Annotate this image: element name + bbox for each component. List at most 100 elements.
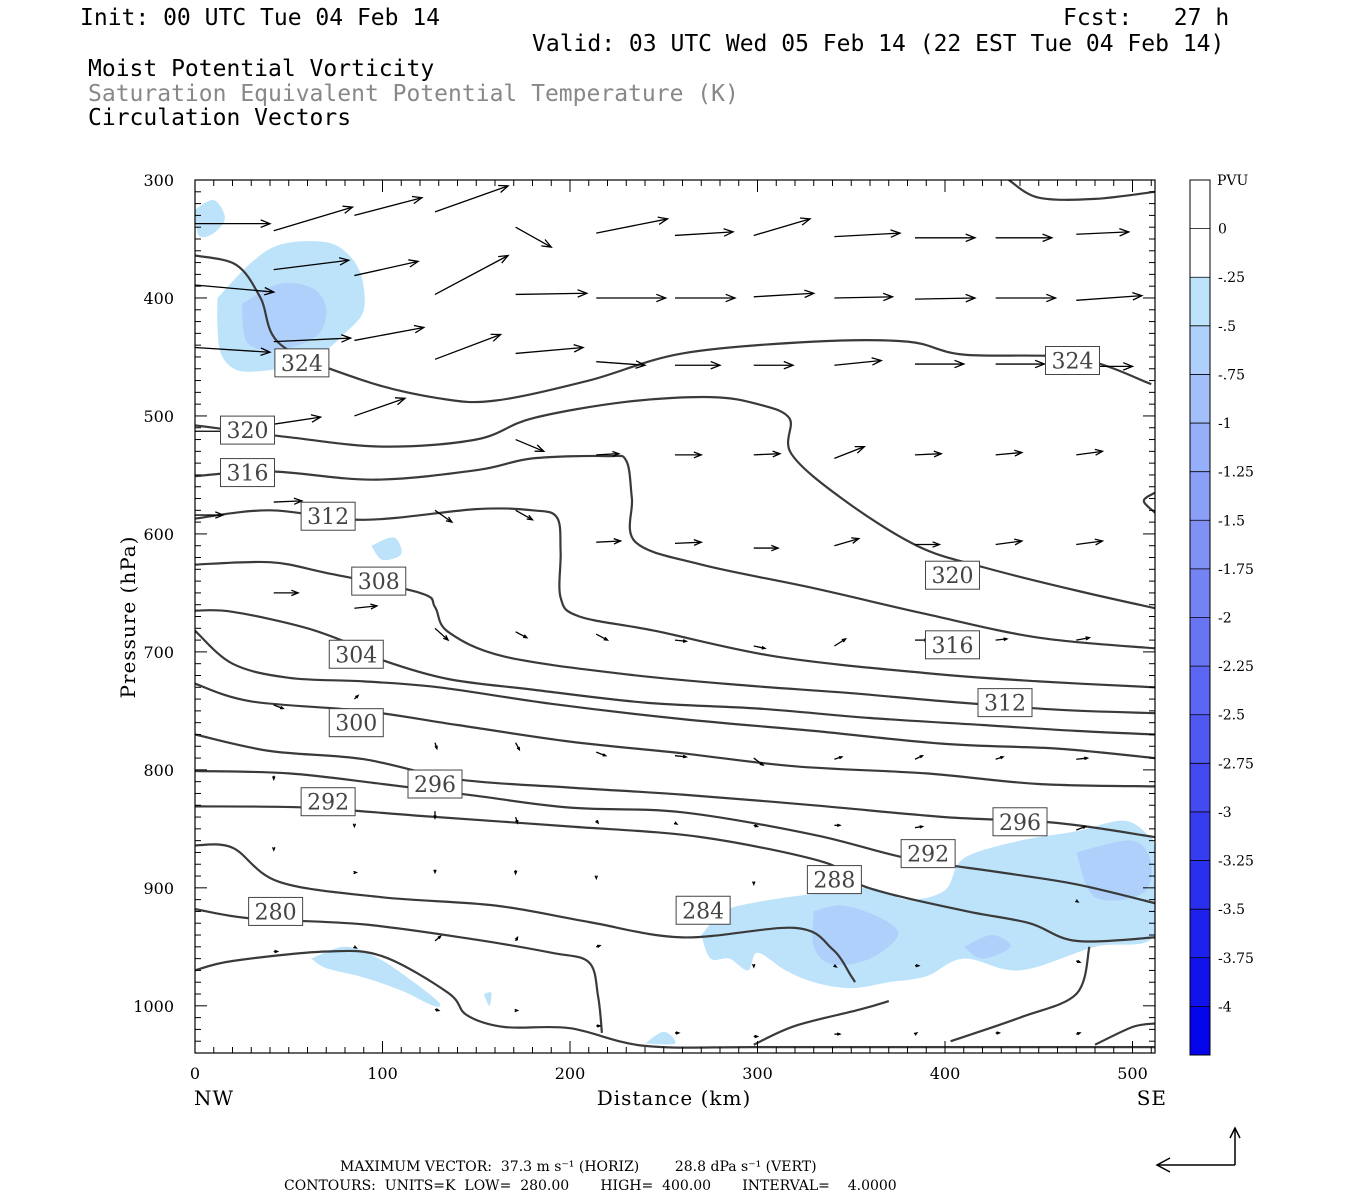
x-end-label-nw: NW	[194, 1086, 234, 1110]
colorbar-label: -1.25	[1218, 465, 1254, 481]
colorbar-swatch	[1190, 763, 1210, 812]
y-tick-label: 300	[143, 171, 174, 190]
circulation-vector	[753, 450, 782, 458]
y-tick-label: 900	[143, 879, 174, 898]
colorbar-swatch	[1190, 666, 1210, 715]
circulation-vector	[834, 445, 867, 460]
circulation-vector	[434, 333, 503, 360]
contour-label-text: 300	[335, 712, 377, 737]
contour-line-288	[195, 769, 1155, 905]
contour-label-text: 280	[255, 900, 297, 925]
contour-label: 280	[248, 896, 304, 926]
colorbar-swatch	[1190, 811, 1210, 861]
circulation-vector	[1075, 899, 1080, 903]
title-mpv: Moist Potential Vorticity	[88, 56, 434, 82]
circulation-vector	[513, 870, 518, 876]
circulation-vector	[515, 289, 589, 298]
y-tick-label: 400	[143, 289, 174, 308]
circulation-vector	[195, 346, 272, 357]
circulation-vector	[753, 645, 767, 650]
circulation-vector	[273, 589, 300, 597]
pv-region	[311, 946, 441, 1007]
colorbar-label: -2	[1218, 611, 1232, 627]
circulation-vector	[834, 292, 895, 302]
circulation-vector	[434, 184, 510, 213]
contour-label: 284	[675, 895, 731, 925]
circulation-vector	[515, 816, 519, 825]
contour-label: 320	[220, 415, 275, 445]
contour-label: 316	[925, 630, 980, 660]
colorbar-label: -2.25	[1218, 659, 1254, 675]
contour-label-text: 324	[281, 352, 323, 377]
colorbar-label: -4	[1218, 999, 1232, 1015]
circulation-vector	[834, 357, 884, 366]
colorbar-swatch	[1190, 1006, 1210, 1055]
contour-label: 300	[328, 708, 384, 738]
valid-time: Valid: 03 UTC Wed 05 Feb 14 (22 EST Tue …	[532, 31, 1224, 57]
circulation-vector	[596, 1024, 602, 1028]
contour-label-text: 316	[227, 462, 269, 487]
circulation-vector	[515, 742, 521, 752]
circulation-vector	[674, 639, 689, 643]
circulation-vector	[352, 823, 357, 829]
circulation-vector	[752, 881, 756, 887]
contour-line-276	[753, 1000, 890, 1046]
contour-label-text: 308	[358, 570, 400, 595]
circulation-vector	[753, 544, 780, 552]
x-tick-label: 100	[367, 1064, 398, 1083]
colorbar-label: 0	[1218, 222, 1227, 238]
title-vectors: Circulation Vectors	[88, 105, 351, 131]
contour-label-text: 284	[682, 899, 724, 924]
contour-label: 292	[300, 787, 356, 817]
circulation-vector	[753, 360, 795, 370]
colorbar-swatch	[1190, 714, 1210, 764]
contour-label: 296	[407, 769, 463, 799]
colorbar-label: -1.5	[1218, 513, 1245, 529]
circulation-vector	[914, 293, 977, 303]
colorbar-swatch	[1190, 180, 1210, 229]
colorbar-swatch	[1190, 228, 1210, 278]
colorbar-label: -3.5	[1218, 902, 1245, 918]
colorbar-swatch	[1190, 617, 1210, 667]
circulation-vector	[834, 756, 844, 760]
circulation-vector	[594, 875, 599, 881]
pv-region	[645, 1031, 676, 1045]
circulation-vector	[675, 360, 722, 370]
contour-label-text: 296	[999, 811, 1041, 836]
circulation-vector	[915, 233, 977, 243]
contour-label: 320	[925, 560, 980, 590]
colorbar-label: -3.25	[1218, 854, 1254, 870]
circulation-vector	[596, 450, 621, 458]
circulation-vector	[753, 824, 760, 828]
colorbar-label: -2.5	[1218, 708, 1245, 724]
circulation-vector	[273, 414, 323, 425]
circulation-vector	[995, 293, 1058, 303]
circulation-vector	[433, 811, 437, 820]
circulation-vector	[834, 537, 861, 547]
title-theta-es: Saturation Equivalent Potential Temperat…	[88, 81, 739, 107]
forecast-hour: Fcst: 27 h	[1063, 5, 1229, 31]
circulation-vector	[674, 228, 735, 237]
contour-line-276	[195, 949, 1155, 1049]
contour-label-text: 292	[307, 791, 349, 816]
circulation-vector	[914, 754, 925, 760]
circulation-vector	[674, 538, 704, 546]
pv-region	[195, 199, 225, 238]
circulation-vector	[596, 293, 668, 303]
circulation-vector	[195, 511, 225, 519]
contour-label: 296	[992, 807, 1048, 837]
circulation-vector	[675, 1031, 681, 1035]
colorbar-swatch	[1190, 909, 1210, 958]
x-end-label-se: SE	[1137, 1086, 1167, 1110]
colorbar-swatch	[1190, 374, 1210, 424]
circulation-vector	[913, 1031, 919, 1036]
circulation-vector	[995, 449, 1024, 457]
colorbar-label: -.5	[1218, 319, 1236, 335]
x-axis-title: Distance (km)	[597, 1086, 752, 1110]
contour-label: 292	[900, 839, 956, 869]
contour-label-text: 312	[307, 505, 349, 530]
contour-label: 312	[300, 501, 356, 531]
circulation-vector	[434, 509, 454, 524]
circulation-vector	[674, 754, 689, 759]
